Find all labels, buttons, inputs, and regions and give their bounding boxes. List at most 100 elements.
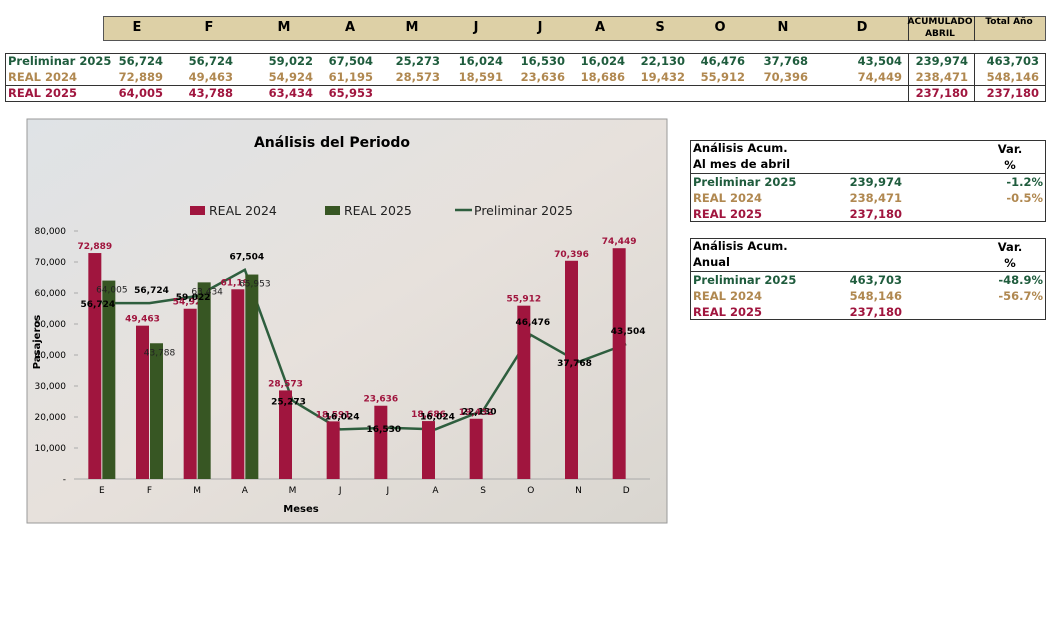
cell: 18,686 <box>580 70 625 84</box>
bar <box>231 289 245 479</box>
legend-swatch <box>190 206 205 215</box>
data-label: 63,434 <box>191 287 223 297</box>
data-label: 74,449 <box>602 237 637 247</box>
bar <box>279 390 292 479</box>
box-row-label: Preliminar 2025 <box>693 273 797 287</box>
column-header: E <box>132 20 142 35</box>
y-tick-label: 10,000 <box>35 444 67 454</box>
box-subtitle: Al mes de abril <box>693 157 791 171</box>
box-value: 548,146 <box>849 289 902 303</box>
box-value: 237,180 <box>849 305 902 319</box>
bar <box>150 343 163 479</box>
data-label: 72,889 <box>77 242 112 252</box>
y-tick-label: 70,000 <box>35 258 67 268</box>
data-label: 16,024 <box>325 412 360 422</box>
cell: 43,788 <box>188 86 233 100</box>
cell: 237,180 <box>915 86 968 100</box>
column-header: J <box>473 20 479 35</box>
y-tick-label: 60,000 <box>35 289 67 299</box>
cell: 19,432 <box>640 70 685 84</box>
var-unit: % <box>1004 256 1016 270</box>
data-label: 54,924 <box>173 298 208 308</box>
cell: 37,768 <box>763 54 808 68</box>
data-label: 56,724 <box>80 300 115 310</box>
box <box>690 140 1046 141</box>
box-value: 238,471 <box>849 191 902 205</box>
column-header: A <box>344 20 356 35</box>
bar <box>612 248 626 479</box>
box-var: -48.9% <box>998 273 1043 287</box>
cell: 463,703 <box>986 54 1039 68</box>
row-label: REAL 2025 <box>8 86 77 100</box>
cell: 72,889 <box>118 70 163 84</box>
data-label: 37,768 <box>557 359 592 369</box>
cell: 56,724 <box>188 54 233 68</box>
cell: 46,476 <box>700 54 745 68</box>
data-label: 16,024 <box>420 412 455 422</box>
x-tick-label: A <box>432 486 439 496</box>
column-header: S <box>655 20 665 35</box>
cell: 548,146 <box>986 70 1039 84</box>
bar <box>136 325 149 479</box>
box <box>690 140 691 221</box>
data-label: 18,686 <box>411 410 446 420</box>
bar <box>517 305 531 479</box>
bar <box>245 274 259 479</box>
cell: 74,449 <box>857 70 902 84</box>
data-label: 59,022 <box>176 293 211 303</box>
box-value: 239,974 <box>849 175 902 189</box>
box <box>1045 238 1046 319</box>
y-tick-label: 80,000 <box>35 227 67 237</box>
y-tick-label: 40,000 <box>35 351 67 361</box>
bar <box>374 405 388 479</box>
row-label: REAL 2024 <box>8 70 77 84</box>
divider <box>974 53 975 101</box>
chart-title: Análisis del Periodo <box>254 135 410 151</box>
x-tick-label: E <box>99 486 105 496</box>
row-border <box>5 101 1046 102</box>
box-row-label: REAL 2025 <box>693 305 762 319</box>
column-header: F <box>204 20 214 35</box>
x-tick-label: N <box>575 486 582 496</box>
box-row-label: REAL 2024 <box>693 289 762 303</box>
box <box>690 238 691 319</box>
var-unit: % <box>1004 158 1016 172</box>
data-label: 16,530 <box>366 425 401 435</box>
cell: 239,974 <box>915 54 968 68</box>
legend-label: REAL 2024 <box>209 203 277 218</box>
var-header: Var. <box>997 240 1023 254</box>
cell: 18,591 <box>458 70 503 84</box>
row-label: Preliminar 2025 <box>8 54 112 68</box>
column-header: M <box>277 20 291 35</box>
data-label: 56,724 <box>134 286 169 296</box>
x-tick-label: M <box>289 486 297 496</box>
bar <box>422 421 435 479</box>
cell: 16,024 <box>458 54 503 68</box>
cell: 70,396 <box>763 70 808 84</box>
x-axis-label: Meses <box>283 504 318 515</box>
data-label: 23,636 <box>363 395 398 405</box>
box-title: Análisis Acum. <box>693 239 788 253</box>
box <box>690 238 1046 239</box>
cell: 22,130 <box>640 54 685 68</box>
row-border <box>5 85 1046 86</box>
y-tick-label: 20,000 <box>35 413 67 423</box>
box-var: -56.7% <box>998 289 1043 303</box>
column-header: O <box>714 20 726 35</box>
divider <box>908 53 909 101</box>
box-row-label: Preliminar 2025 <box>693 175 797 189</box>
cell: 54,924 <box>268 70 313 84</box>
bar <box>326 421 340 479</box>
legend-label: Preliminar 2025 <box>474 203 573 218</box>
x-tick-label: D <box>623 486 630 496</box>
y-axis-label: Pasajeros <box>32 315 43 370</box>
x-tick-label: F <box>147 486 152 496</box>
row-border <box>5 53 1046 54</box>
x-tick-label: O <box>527 486 534 496</box>
x-tick-label: A <box>242 486 249 496</box>
bar <box>565 260 578 479</box>
box <box>690 221 1046 222</box>
cell: 23,636 <box>520 70 565 84</box>
